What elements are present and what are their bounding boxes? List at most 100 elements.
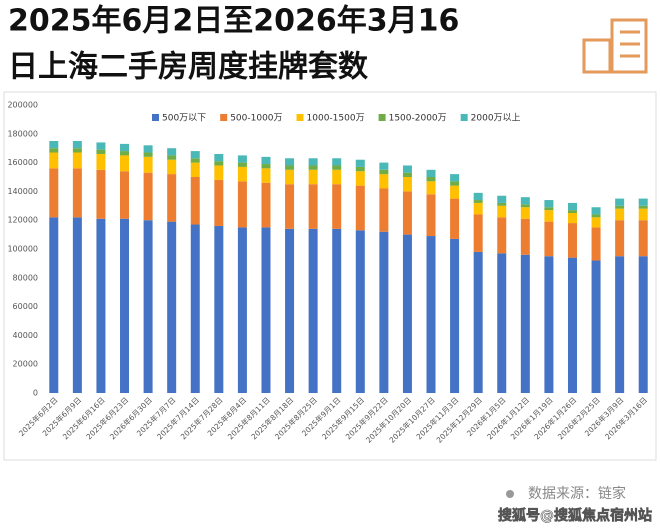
- bar-segment: [402, 191, 412, 235]
- bar-segment: [261, 168, 271, 183]
- bar-segment: [379, 231, 389, 393]
- bar-segment: [332, 165, 342, 170]
- bar-segment: [120, 218, 130, 393]
- bar-segment: [473, 200, 483, 203]
- bar-segment: [450, 185, 460, 199]
- y-tick-label: 140000: [7, 187, 38, 196]
- bar-segment: [72, 141, 82, 149]
- bar-segment: [214, 179, 224, 226]
- bar-segment: [520, 218, 530, 255]
- bar-segment: [72, 168, 82, 218]
- bar-segment: [120, 143, 130, 152]
- bar-segment: [355, 230, 365, 393]
- y-tick-label: 160000: [7, 158, 38, 167]
- bar-segment: [497, 195, 507, 203]
- bar-segment: [426, 177, 436, 182]
- bar-segment: [285, 184, 295, 229]
- bar-segment: [615, 198, 625, 206]
- bar-segment: [214, 225, 224, 393]
- bar-segment: [261, 182, 271, 228]
- legend-label: 2000万以上: [471, 113, 521, 124]
- bar-segment: [190, 162, 200, 177]
- bar-segment: [520, 204, 530, 208]
- bar-segment: [520, 254, 530, 393]
- watermark: 搜狐号@搜狐焦点宿州站: [498, 507, 652, 524]
- bar-segment: [49, 141, 59, 149]
- bar-segment: [308, 228, 318, 393]
- bar-segment: [143, 220, 153, 393]
- bar-segment: [473, 202, 483, 215]
- bar-segment: [473, 192, 483, 201]
- x-tick-label: 2025年9月15日: [320, 395, 367, 442]
- bar-segment: [544, 200, 554, 208]
- bar-segment: [167, 174, 177, 222]
- bar-segment: [167, 155, 177, 160]
- bar-segment: [450, 174, 460, 182]
- bar-segment: [567, 223, 577, 258]
- bar-segment: [615, 205, 625, 209]
- bar-segment: [285, 165, 295, 170]
- x-tick-label: 2025年8月11日: [225, 395, 272, 442]
- legend-swatch: [460, 114, 468, 121]
- bar-segment: [96, 169, 106, 219]
- bar-segment: [450, 198, 460, 239]
- source-dot: [506, 490, 514, 498]
- x-tick-label: 2026年3月16日: [602, 395, 649, 442]
- bar-segment: [473, 214, 483, 252]
- bar-segment: [332, 228, 342, 393]
- bar-segment: [308, 169, 318, 185]
- bar-segment: [285, 169, 295, 185]
- bar-segment: [49, 217, 59, 393]
- y-tick-label: 20000: [13, 360, 38, 369]
- bar-segment: [426, 169, 436, 177]
- bar-segment: [567, 213, 577, 224]
- bar-segment: [426, 194, 436, 237]
- bar-segment: [261, 164, 271, 169]
- bar-segment: [591, 227, 601, 261]
- bar-segment: [520, 197, 530, 205]
- bar-segment: [402, 172, 412, 177]
- bar-segment: [591, 214, 601, 218]
- x-tick-label: 2026年6月30日: [107, 395, 154, 442]
- bar-segment: [544, 256, 554, 393]
- bar-segment: [190, 158, 200, 163]
- bar-segment: [450, 181, 460, 186]
- x-tick-label: 2026年1月19日: [508, 395, 555, 442]
- y-tick-label: 120000: [7, 216, 38, 225]
- bar-segment: [332, 184, 342, 229]
- bar-segment: [497, 217, 507, 254]
- bar-segment: [308, 184, 318, 229]
- bar-segment: [214, 161, 224, 166]
- bar-segment: [615, 256, 625, 393]
- bar-segment: [426, 236, 436, 393]
- x-tick-label: 2025年11月3日: [414, 395, 461, 442]
- bar-segment: [615, 220, 625, 257]
- bar-segment: [638, 208, 648, 221]
- bar-segment: [167, 159, 177, 175]
- bar-segment: [332, 158, 342, 166]
- chart-title-line-2: 日上海二手房周度挂牌套数: [8, 50, 369, 85]
- bar-segment: [72, 217, 82, 393]
- bar-segment: [190, 224, 200, 393]
- x-tick-label: 2026年1月12日: [485, 395, 532, 442]
- bar-segment: [120, 151, 130, 156]
- bar-segment: [591, 207, 601, 215]
- y-tick-label: 60000: [13, 302, 38, 311]
- bar-segment: [497, 205, 507, 218]
- bar-segment: [308, 158, 318, 166]
- bar-segment: [450, 238, 460, 393]
- legend-swatch: [296, 114, 304, 121]
- legend-label: 500万以下: [162, 114, 206, 124]
- bar-segment: [355, 185, 365, 231]
- x-tick-label: 2026年1月26日: [532, 395, 579, 442]
- bar-segment: [72, 148, 82, 153]
- bar-segment: [143, 156, 153, 173]
- source: 数据来源：链家: [528, 485, 626, 502]
- bar-segment: [638, 198, 648, 206]
- x-tick-label: 2025年9月22日: [343, 395, 390, 442]
- chart-title-line-1: 2025年6月2日至2026年3月16: [8, 4, 459, 39]
- legend-label: 500-1000万: [230, 114, 282, 124]
- bar-segment: [355, 159, 365, 167]
- y-tick-label: 0: [33, 389, 38, 398]
